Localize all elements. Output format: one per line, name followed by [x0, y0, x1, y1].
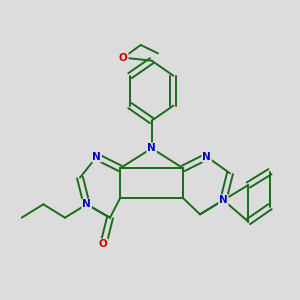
- Text: N: N: [147, 143, 156, 153]
- Text: N: N: [92, 152, 101, 162]
- Text: O: O: [119, 53, 128, 63]
- Text: N: N: [202, 152, 211, 162]
- Text: N: N: [82, 199, 91, 209]
- Text: O: O: [99, 239, 108, 249]
- Text: N: N: [219, 195, 228, 205]
